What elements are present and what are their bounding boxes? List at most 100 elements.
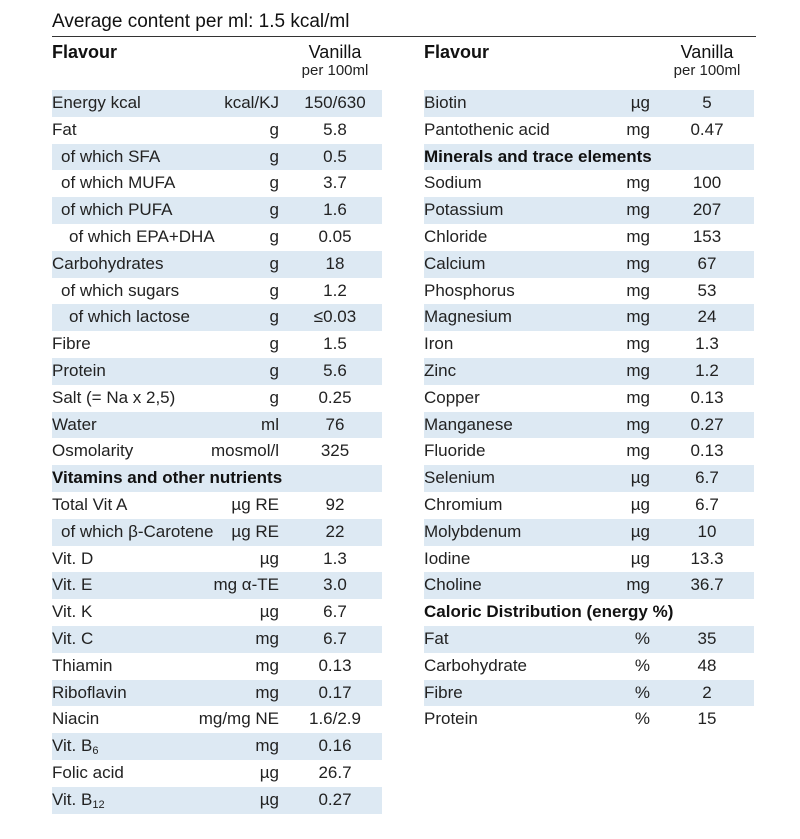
nutrient-name-text: Phosphorus bbox=[424, 280, 515, 300]
header-per-100ml: per 100ml bbox=[301, 62, 369, 79]
nutrient-value: 207 bbox=[692, 200, 722, 220]
nutrient-name-text: of which lactose bbox=[69, 307, 190, 327]
nutrient-value: 100 bbox=[692, 173, 722, 193]
nutrient-value: 36.7 bbox=[690, 575, 724, 595]
nutrient-unit: g bbox=[269, 119, 279, 139]
nutrient-name: Folic acid bbox=[52, 760, 124, 787]
nutrient-unit: mg bbox=[626, 200, 650, 220]
nutrient-name: Total Vit A bbox=[52, 492, 127, 519]
table-row: Vit. C mg 6.7 bbox=[52, 625, 382, 653]
section-heading-row: Caloric Distribution (energy %) bbox=[424, 599, 754, 626]
rows-left: Energy kcal kcal/KJ 150/630 Fat g 5.8 of which… bbox=[52, 90, 382, 814]
nutrient-unit: g bbox=[269, 173, 279, 193]
table-row: Magnesium mg 24 bbox=[424, 304, 754, 332]
nutrient-unit: g bbox=[269, 253, 279, 273]
header-vanilla: Vanilla bbox=[308, 42, 362, 62]
table-row: of which lactose g ≤0.03 bbox=[52, 304, 382, 332]
page-title: Average content per ml: 1.5 kcal/ml bbox=[52, 11, 350, 32]
nutrient-name: Iron bbox=[424, 331, 453, 358]
table-row: Riboflavin mg 0.17 bbox=[52, 679, 382, 707]
nutrient-value: 24 bbox=[697, 307, 717, 327]
table-row: of which EPA+DHA g 0.05 bbox=[52, 224, 382, 251]
nutrient-value: 1.5 bbox=[323, 334, 347, 354]
table-row: Vit. B12 µg 0.27 bbox=[52, 786, 382, 814]
nutrient-value: 6.7 bbox=[323, 602, 347, 622]
nutrient-name: Fat bbox=[424, 626, 449, 653]
header-per-100ml: per 100ml bbox=[673, 62, 741, 79]
table-row: Molybdenum µg 10 bbox=[424, 518, 754, 546]
nutrient-value: 1.6/2.9 bbox=[309, 709, 361, 729]
nutrient-unit: mg bbox=[626, 226, 650, 246]
nutrient-value: 0.16 bbox=[318, 736, 352, 756]
table-row: Protein% 15 bbox=[424, 706, 754, 733]
table-row: of which SFA g 0.5 bbox=[52, 143, 382, 171]
nutrient-value: 0.25 bbox=[318, 387, 352, 407]
nutrient-name: Phosphorus bbox=[424, 278, 515, 305]
nutrient-unit: µg bbox=[259, 789, 279, 809]
table-row: Water ml 76 bbox=[52, 411, 382, 439]
nutrient-value: 1.2 bbox=[323, 280, 347, 300]
nutrient-unit: µg bbox=[259, 602, 279, 622]
nutrient-value: 6.7 bbox=[695, 468, 719, 488]
nutrient-unit: kcal/KJ bbox=[224, 93, 279, 112]
nutrient-name-text: Protein bbox=[424, 709, 478, 729]
nutrient-name-text: Fibre bbox=[424, 682, 463, 702]
nutrition-table-right: Flavour Vanilla per 100ml Biotin µg 5 Panto… bbox=[424, 40, 754, 733]
nutrient-name: Chloride bbox=[424, 224, 487, 251]
nutrient-unit: µg bbox=[259, 762, 279, 782]
section-heading: Vitamins and other nutrients bbox=[52, 465, 282, 492]
nutrient-name-text: of which MUFA bbox=[61, 173, 176, 193]
nutrient-name-text: Vitamins and other nutrients bbox=[52, 468, 283, 488]
nutrient-name-text: Manganese bbox=[424, 414, 513, 434]
nutrient-subscript: 6 bbox=[92, 745, 99, 758]
nutrient-name: Vit. K bbox=[52, 599, 92, 626]
nutrient-value: 2 bbox=[702, 682, 712, 702]
nutrient-unit: mg bbox=[626, 119, 650, 139]
nutrient-name-text: Vit. B bbox=[52, 736, 93, 756]
nutrient-value: 1.3 bbox=[323, 548, 347, 568]
nutrient-name: of which lactose bbox=[69, 304, 190, 331]
nutrient-value: 0.17 bbox=[318, 682, 352, 702]
nutrient-name: Choline bbox=[424, 572, 482, 599]
table-row: Iodine µg 13.3 bbox=[424, 546, 754, 573]
nutrient-value: 0.13 bbox=[690, 387, 724, 407]
title-divider bbox=[52, 36, 756, 37]
nutrient-unit: % bbox=[634, 655, 650, 675]
nutrient-unit: ml bbox=[261, 414, 279, 434]
table-row: Fibre g 1.5 bbox=[52, 331, 382, 358]
nutrient-value: 35 bbox=[697, 628, 717, 648]
nutrient-value: 53 bbox=[697, 280, 717, 300]
table-row: Protein g 5.6 bbox=[52, 357, 382, 385]
nutrient-value: 325 bbox=[320, 441, 350, 461]
nutrient-unit: µg RE bbox=[231, 521, 279, 541]
nutrient-name: Vit. C bbox=[52, 626, 93, 653]
nutrient-name-text: Copper bbox=[424, 387, 480, 407]
table-row: Chloride mg 153 bbox=[424, 224, 754, 251]
nutrient-name: Iodine bbox=[424, 546, 470, 573]
table-row: Pantothenic acid mg 0.47 bbox=[424, 117, 754, 144]
nutrient-name: Fluoride bbox=[424, 438, 485, 465]
table-row: Osmolarity mosmol/l 325 bbox=[52, 438, 382, 465]
nutrient-unit: µg bbox=[630, 93, 650, 112]
nutrient-name-text: of which SFA bbox=[61, 146, 161, 166]
nutrient-unit: g bbox=[269, 360, 279, 380]
nutrient-name-text: Energy kcal bbox=[52, 93, 141, 112]
table-header-left: Flavour Vanilla per 100ml bbox=[52, 40, 382, 90]
nutrient-name-text: Choline bbox=[424, 575, 482, 595]
nutrient-name: Molybdenum bbox=[424, 519, 521, 546]
nutrient-unit: µg bbox=[630, 468, 650, 488]
nutrient-unit: mg bbox=[626, 441, 650, 461]
nutrient-name: Niacin bbox=[52, 706, 99, 733]
table-row: Total Vit A µg RE 92 bbox=[52, 492, 382, 519]
nutrient-name-text: Magnesium bbox=[424, 307, 512, 327]
nutrient-name: Selenium bbox=[424, 465, 495, 492]
nutrient-name: Fibre bbox=[52, 331, 91, 358]
nutrient-name-text: Calcium bbox=[424, 253, 486, 273]
nutrient-name-text: Carbohydrates bbox=[52, 253, 164, 273]
nutrient-unit: µg bbox=[630, 494, 650, 514]
nutrient-value: 1.6 bbox=[323, 200, 347, 220]
nutrient-value: 0.47 bbox=[690, 119, 724, 139]
nutrient-unit: mg bbox=[255, 655, 279, 675]
nutrient-name: Copper bbox=[424, 385, 480, 412]
nutrient-unit: g bbox=[269, 307, 279, 327]
